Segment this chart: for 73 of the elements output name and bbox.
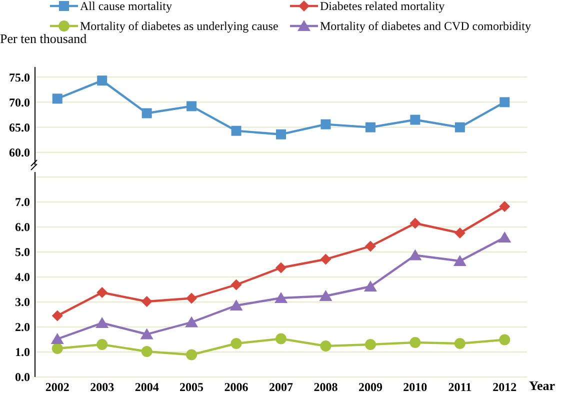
legend-label: Diabetes related mortality xyxy=(320,0,445,14)
point xyxy=(364,280,377,292)
point xyxy=(498,232,512,242)
point xyxy=(499,334,510,346)
point xyxy=(52,343,63,354)
point xyxy=(320,254,332,265)
y-tick-label: 3.0 xyxy=(15,295,30,310)
point xyxy=(408,249,422,260)
point xyxy=(364,240,376,252)
point xyxy=(52,310,63,322)
x-tick-label: 2004 xyxy=(134,380,159,394)
point xyxy=(231,126,242,136)
x-tick-label: 2010 xyxy=(403,380,428,394)
point xyxy=(319,290,332,301)
point xyxy=(186,292,198,304)
point xyxy=(52,94,62,104)
point xyxy=(141,296,152,307)
point xyxy=(410,218,421,229)
legend-label: All cause mortality xyxy=(80,0,172,14)
point xyxy=(276,129,286,140)
x-tick-label: 2006 xyxy=(224,380,248,394)
point xyxy=(230,279,242,290)
x-tick-label: 2008 xyxy=(314,380,338,394)
y-tick-label: 60.0 xyxy=(9,146,30,160)
point xyxy=(276,333,286,344)
point xyxy=(320,119,331,130)
y-tick-label: 75.0 xyxy=(9,70,30,84)
point xyxy=(185,316,198,328)
x-tick-label: 2011 xyxy=(448,380,472,394)
y-tick-label: 4.0 xyxy=(15,270,30,284)
y-tick-label: 65.0 xyxy=(9,120,30,135)
x-tick-label: 2002 xyxy=(45,380,70,394)
point xyxy=(410,114,420,125)
point xyxy=(140,328,154,340)
legend-label: Mortality of diabetes and CVD comorbidity xyxy=(320,19,531,34)
point xyxy=(454,338,466,349)
y-tick-label: 7.0 xyxy=(15,195,30,210)
point xyxy=(142,108,152,118)
y-tick-label: 5.0 xyxy=(15,245,30,260)
x-tick-label: 2012 xyxy=(492,380,517,394)
point xyxy=(186,349,198,360)
point xyxy=(276,262,286,274)
point xyxy=(320,340,332,352)
point xyxy=(453,255,466,266)
point xyxy=(274,292,288,303)
point xyxy=(454,228,466,238)
point xyxy=(230,338,242,349)
point xyxy=(97,76,108,86)
point xyxy=(364,339,376,350)
point xyxy=(230,300,243,310)
x-tick-label: 2003 xyxy=(90,380,114,394)
x-tick-label: 2005 xyxy=(180,380,204,394)
point xyxy=(50,333,64,344)
legend-label: Mortality of diabetes as underlying cause xyxy=(80,19,278,34)
y-tick-label: 2.0 xyxy=(15,320,30,334)
y-tick-label: 6.0 xyxy=(15,220,30,234)
point xyxy=(410,337,421,348)
x-axis-title: Year xyxy=(529,378,556,393)
point xyxy=(500,97,510,108)
point xyxy=(186,101,197,112)
y-tick-label: 1.0 xyxy=(15,345,30,360)
y-tick-label: 70.0 xyxy=(9,95,30,110)
x-tick-label: 2009 xyxy=(358,380,382,394)
x-tick-label: 2007 xyxy=(269,380,293,394)
point xyxy=(96,317,109,328)
y-axis-title: Per ten thousand xyxy=(0,31,88,46)
point xyxy=(96,287,108,298)
point xyxy=(454,122,465,132)
point xyxy=(365,122,376,132)
point xyxy=(141,346,152,357)
point xyxy=(96,339,108,350)
point xyxy=(499,201,510,212)
y-tick-label: 0.0 xyxy=(15,370,30,384)
